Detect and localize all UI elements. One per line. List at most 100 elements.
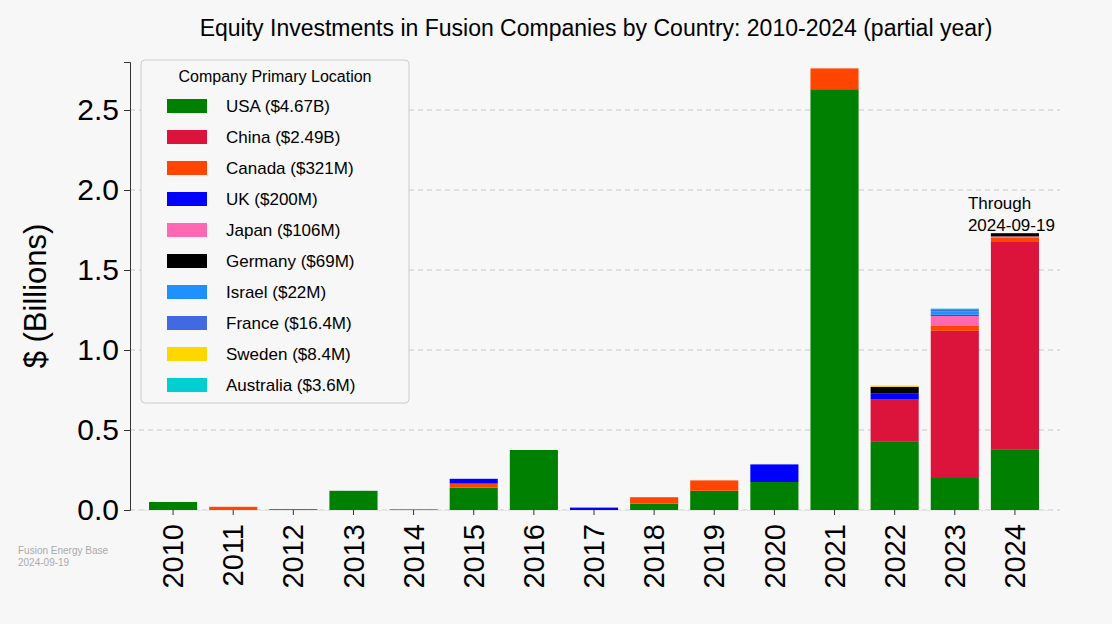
bar — [510, 450, 558, 451]
annotation: Through — [968, 194, 1031, 213]
legend-swatch — [167, 99, 207, 113]
tick-mark — [173, 510, 174, 515]
series-bars — [871, 386, 919, 387]
legend-swatch — [167, 192, 207, 206]
bar — [269, 509, 317, 510]
bar — [510, 450, 558, 451]
bar — [690, 480, 738, 481]
bar — [510, 450, 558, 451]
bar — [871, 386, 919, 387]
bar — [570, 507, 618, 508]
bar — [329, 490, 377, 491]
tick-label: 1.5 — [77, 253, 119, 286]
bar — [390, 509, 438, 510]
legend-label: Germany ($69M) — [226, 252, 354, 271]
tick-label: 2014 — [398, 524, 430, 589]
tick-label: 2011 — [217, 524, 249, 586]
legend-swatch — [167, 316, 207, 330]
tick-mark — [594, 510, 595, 515]
bar — [810, 68, 858, 69]
legend-swatch — [167, 254, 207, 268]
legend-label: Israel ($22M) — [226, 283, 326, 302]
bar — [690, 480, 738, 481]
bar — [871, 387, 919, 393]
series-bars — [931, 308, 979, 310]
legend-label: Japan ($106M) — [226, 221, 340, 240]
legend-swatch — [167, 347, 207, 361]
y-axis: 0.00.51.01.52.02.5 — [77, 63, 130, 527]
bar — [209, 506, 257, 507]
bar — [630, 497, 678, 498]
bar — [630, 497, 678, 503]
bar — [871, 386, 919, 387]
bar — [390, 509, 438, 510]
bar — [209, 506, 257, 507]
tick: 2018 — [638, 510, 670, 589]
bar — [750, 464, 798, 465]
bar — [510, 450, 558, 451]
tick: 2023 — [939, 510, 971, 589]
annotation: 2024-09-19 — [968, 216, 1055, 235]
bar — [991, 236, 1039, 238]
legend-swatch — [167, 223, 207, 237]
bar — [149, 502, 197, 503]
bar — [329, 490, 377, 491]
tick: 2.0 — [77, 173, 130, 206]
tick-label: 0.0 — [77, 493, 119, 526]
bar — [450, 478, 498, 479]
legend-swatch — [167, 130, 207, 144]
legend-label: Sweden ($8.4M) — [226, 345, 351, 364]
tick-label: 2018 — [638, 524, 670, 589]
legend-swatch — [167, 378, 207, 392]
bar — [750, 482, 798, 510]
bar — [450, 478, 498, 479]
tick: 2012 — [277, 510, 309, 589]
tick-mark — [124, 510, 130, 511]
tick-mark — [124, 110, 130, 111]
bar — [570, 508, 618, 510]
tick-mark — [954, 510, 955, 515]
bar — [149, 502, 197, 503]
tick-mark — [353, 510, 354, 515]
legend-label: China ($2.49B) — [226, 128, 340, 147]
bars — [149, 68, 1039, 510]
tick-mark — [894, 510, 895, 515]
tick: 2011 — [217, 510, 249, 586]
bar — [750, 464, 798, 465]
bar — [329, 490, 377, 491]
bar — [810, 68, 858, 89]
tick: 2017 — [578, 510, 610, 589]
grid-line — [130, 430, 1060, 431]
tick-label: 2020 — [759, 524, 791, 589]
bar — [209, 506, 257, 507]
bar — [329, 490, 377, 491]
series-bars — [931, 236, 1039, 326]
legend-label: France ($16.4M) — [226, 314, 352, 333]
tick-label: 0.5 — [77, 413, 119, 446]
tick-label: 2015 — [458, 524, 490, 589]
bar — [871, 386, 919, 387]
bar — [269, 509, 317, 510]
bar — [450, 478, 498, 479]
bar — [871, 385, 919, 386]
bar — [149, 502, 197, 503]
tick-label: 2013 — [338, 524, 370, 589]
legend-label: USA ($4.67B) — [226, 97, 330, 116]
series-bars — [450, 393, 919, 510]
tick-label: 2017 — [578, 524, 610, 589]
tick-mark — [124, 350, 130, 351]
tick: 2013 — [338, 510, 370, 589]
bar — [570, 507, 618, 508]
bar — [570, 507, 618, 508]
bar — [390, 510, 438, 511]
tick-label: 2023 — [939, 524, 971, 589]
bar — [209, 506, 257, 507]
tick: 2010 — [157, 510, 189, 589]
bar — [690, 491, 738, 510]
tick: 2019 — [698, 510, 730, 589]
bar — [269, 509, 317, 510]
bar — [149, 502, 197, 503]
bar — [750, 464, 798, 465]
x-axis: 2010201120122013201420152016201720182019… — [138, 510, 1052, 589]
bar — [570, 507, 618, 508]
